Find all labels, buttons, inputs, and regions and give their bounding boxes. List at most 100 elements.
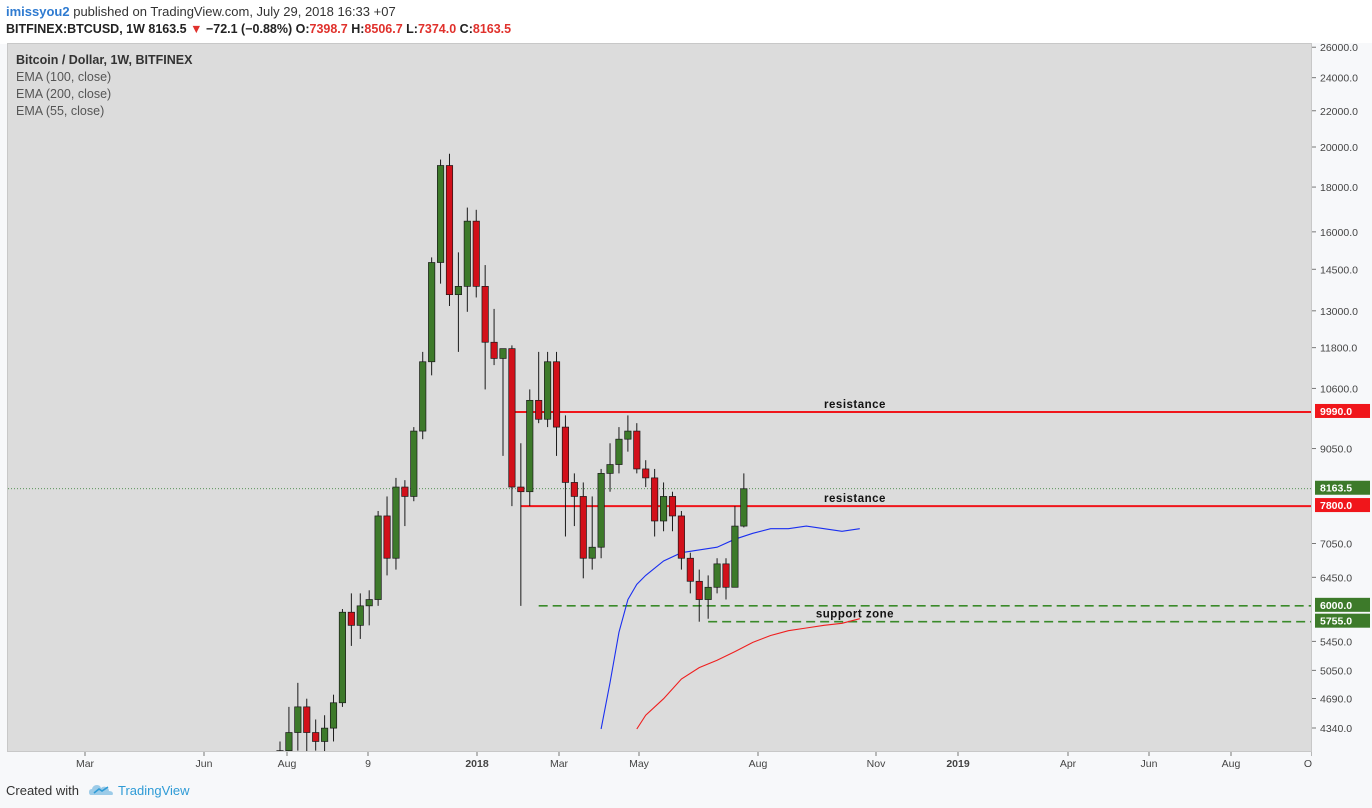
candle-body — [606, 464, 614, 474]
candle-body — [713, 563, 721, 588]
x-tick-label: Aug — [749, 758, 768, 770]
candle-body — [615, 438, 623, 465]
candle-body — [704, 586, 712, 600]
time-axis-labels: Mar Jun Aug 9 2018 Mar May Aug Nov 2019 Apr Jun Aug O… — [76, 752, 1320, 770]
candle-body — [294, 706, 302, 733]
candle-25 — [499, 348, 507, 456]
x-tick-label: Mar — [76, 758, 95, 770]
symbol-label: BITFINEX:BTCUSD, 1W — [6, 22, 145, 36]
candle-18 — [437, 159, 445, 284]
candle-body — [419, 361, 427, 432]
candle-body — [347, 611, 355, 626]
candle-body — [437, 165, 445, 263]
candle-43 — [660, 482, 668, 532]
candle-26 — [508, 345, 516, 507]
candle-body — [490, 341, 498, 359]
candle-body — [561, 426, 569, 483]
y-tick-label: 5050.0 — [1320, 665, 1352, 677]
author-link[interactable]: imissyou2 — [6, 4, 70, 19]
x-tick-label: 2018 — [465, 758, 489, 770]
candle-44 — [668, 491, 677, 532]
price-label-text: 7800.0 — [1320, 500, 1352, 512]
candle-42 — [651, 468, 659, 537]
candle-16 — [419, 351, 427, 440]
candle-body — [668, 496, 677, 517]
price-axis[interactable]: 4340.0 4690.0 5050.0 5450.0 6450.0 7050.0 9050… — [1312, 42, 1372, 752]
ema-blue-line — [600, 525, 860, 730]
price-label-bg — [1315, 403, 1370, 418]
time-axis[interactable]: Mar Jun Aug 9 2018 Mar May Aug Nov 2019 Apr Jun Aug O… — [7, 752, 1320, 774]
chart-plot-area[interactable]: resistance resistance support zone Bitcoin… — [7, 43, 1312, 752]
candle-19 — [445, 153, 454, 307]
legend-ema-100[interactable]: EMA (100, close) — [16, 70, 112, 84]
x-tick-label: Aug — [278, 758, 297, 770]
candle-36 — [597, 468, 605, 559]
legend-ema-55[interactable]: EMA (55, close) — [16, 104, 105, 118]
candle-body — [276, 750, 284, 751]
candle-39 — [624, 415, 632, 452]
candle-body — [463, 220, 471, 287]
candle-5 — [321, 715, 329, 751]
candle-body — [321, 727, 329, 742]
candle-2 — [294, 682, 302, 751]
chart-legend: Bitcoin / Dollar, 1W, BITFINEX EMA (100,… — [16, 52, 192, 120]
candle-body — [508, 348, 516, 488]
y-tick-label: 16000.0 — [1320, 227, 1358, 239]
price-label-0: 9990.0 — [1315, 403, 1370, 418]
candle-33 — [570, 473, 578, 527]
candle-15 — [410, 427, 418, 502]
candle-27 — [517, 443, 525, 606]
candle-body — [660, 496, 668, 522]
y-tick-label: 13000.0 — [1320, 306, 1358, 318]
price-label-text: 5755.0 — [1320, 616, 1352, 628]
candle-41 — [642, 460, 650, 488]
candle-body — [651, 477, 659, 522]
candle-46 — [686, 552, 694, 594]
created-with-text: Created with — [6, 783, 79, 798]
annotation-2: support zone — [816, 609, 894, 621]
candle-body — [633, 430, 641, 470]
candle-13 — [392, 477, 400, 570]
last-price: 8163.5 — [148, 22, 187, 36]
candle-1 — [285, 706, 293, 751]
y-tick-label: 4690.0 — [1320, 694, 1352, 706]
x-tick-label: Nov — [867, 758, 886, 770]
candle-body — [401, 486, 409, 497]
candle-body — [517, 486, 525, 493]
price-label-4: 5755.0 — [1315, 613, 1370, 628]
ema-red-line — [636, 618, 860, 730]
ohlc-readout: BITFINEX:BTCUSD, 1W 8163.5 ▼ −72.1 (−0.8… — [6, 22, 511, 36]
open-label: O: — [295, 22, 310, 36]
candle-body — [428, 262, 436, 363]
candle-body — [722, 563, 730, 588]
x-tick-label: 2019 — [946, 758, 970, 770]
price-label-text: 9990.0 — [1320, 406, 1352, 418]
candle-body — [303, 706, 311, 733]
candle-4 — [312, 719, 320, 751]
price-label-3: 6000.0 — [1315, 597, 1370, 612]
legend-ema-200[interactable]: EMA (200, close) — [16, 87, 112, 101]
tradingview-brand-link[interactable]: TradingView — [118, 783, 190, 798]
candle-50 — [722, 558, 730, 600]
low-label: L: — [406, 22, 418, 36]
candle-20 — [454, 252, 462, 352]
candle-body — [338, 611, 346, 704]
candle-body — [285, 732, 293, 751]
candle-body — [445, 165, 454, 296]
candle-30 — [544, 351, 552, 428]
candle-8 — [347, 593, 355, 646]
candle-body — [383, 515, 391, 559]
candle-35 — [588, 496, 596, 570]
y-tick-label: 6450.0 — [1320, 572, 1352, 584]
candlestick-chart[interactable]: resistance resistance support zone — [8, 44, 1312, 752]
x-tick-label: Oct — [1304, 758, 1312, 770]
candle-7 — [338, 609, 346, 707]
candle-31 — [552, 351, 561, 456]
candle-body — [499, 348, 507, 359]
candle-52 — [740, 473, 748, 528]
candle-28 — [526, 389, 534, 507]
low-value: 7374.0 — [417, 22, 457, 36]
x-tick-label: May — [629, 758, 650, 770]
candle-3 — [303, 698, 311, 751]
close-label: C: — [459, 22, 473, 36]
